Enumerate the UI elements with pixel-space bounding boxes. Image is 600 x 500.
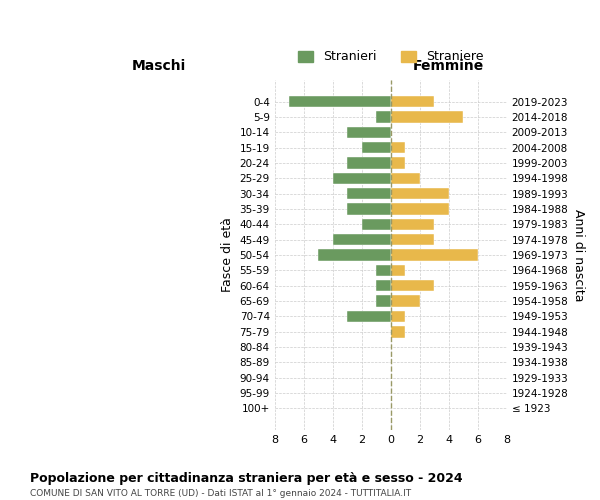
Bar: [391, 250, 478, 261]
Bar: [391, 234, 434, 245]
Bar: [391, 188, 449, 200]
Bar: [391, 111, 463, 122]
Bar: [347, 188, 391, 200]
Bar: [347, 310, 391, 322]
Bar: [391, 172, 419, 184]
Text: Maschi: Maschi: [131, 59, 186, 73]
Bar: [376, 111, 391, 122]
Text: Popolazione per cittadinanza straniera per età e sesso - 2024: Popolazione per cittadinanza straniera p…: [30, 472, 463, 485]
Bar: [376, 280, 391, 291]
Legend: Stranieri, Straniere: Stranieri, Straniere: [292, 44, 490, 70]
Bar: [376, 264, 391, 276]
Bar: [362, 142, 391, 154]
Bar: [391, 326, 405, 338]
Bar: [376, 296, 391, 307]
Bar: [391, 218, 434, 230]
Y-axis label: Anni di nascita: Anni di nascita: [572, 209, 585, 302]
Bar: [391, 280, 434, 291]
Text: COMUNE DI SAN VITO AL TORRE (UD) - Dati ISTAT al 1° gennaio 2024 - TUTTITALIA.IT: COMUNE DI SAN VITO AL TORRE (UD) - Dati …: [30, 488, 411, 498]
Bar: [362, 218, 391, 230]
Bar: [332, 172, 391, 184]
Bar: [391, 204, 449, 215]
Bar: [391, 310, 405, 322]
Bar: [318, 250, 391, 261]
Bar: [289, 96, 391, 108]
Bar: [391, 264, 405, 276]
Bar: [347, 204, 391, 215]
Bar: [347, 126, 391, 138]
Bar: [391, 296, 419, 307]
Bar: [332, 234, 391, 245]
Text: Femmine: Femmine: [413, 59, 484, 73]
Bar: [347, 157, 391, 168]
Y-axis label: Fasce di età: Fasce di età: [221, 218, 234, 292]
Bar: [391, 157, 405, 168]
Bar: [391, 142, 405, 154]
Bar: [391, 96, 434, 108]
